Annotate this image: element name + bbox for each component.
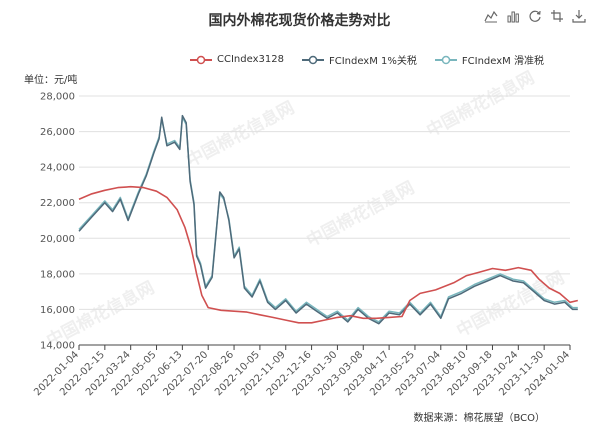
y-tick-label: 20,000 [40, 234, 75, 245]
y-tick-label: 14,000 [40, 341, 75, 352]
legend-label-fcindex-1pct: FCIndexM 1%关税 [328, 56, 417, 67]
y-axis-unit-label: 单位：元/吨 [24, 75, 78, 86]
legend-label-ccindex: CCIndex3128 [217, 54, 284, 65]
series-line-fcindex-sliding [78, 116, 578, 323]
bar-chart-icon[interactable] [505, 8, 521, 24]
y-tick-label: 16,000 [40, 305, 75, 316]
legend-swatch-ccindex [190, 55, 212, 64]
legend-item-ccindex[interactable]: CCIndex3128 [190, 52, 284, 67]
series-line-ccindex [78, 185, 578, 324]
y-tick-label: 22,000 [40, 198, 75, 209]
legend-item-fcindex-1pct[interactable]: FCIndexM 1%关税 [301, 52, 417, 67]
legend-swatch-fcindex-1pct [301, 55, 324, 64]
chart-legend: CCIndex3128 FCIndexM 1%关税 FCIndexM 滑准税 [190, 52, 544, 67]
legend-item-fcindex-sliding[interactable]: FCIndexM 滑准税 [434, 52, 544, 67]
download-icon[interactable] [571, 8, 587, 24]
y-tick-label: 26,000 [40, 127, 75, 138]
legend-label-fcindex-sliding: FCIndexM 滑准税 [461, 56, 544, 67]
series-lines [78, 114, 578, 325]
y-axis: 28,000 26,000 24,000 22,000 20,000 18,000 16,0… [40, 92, 75, 352]
refresh-icon[interactable] [527, 8, 543, 24]
data-source-label: 数据来源：棉花展望（BCO） [413, 413, 545, 424]
grid-lines [79, 95, 570, 346]
chart-toolbox [483, 8, 587, 24]
chart-title: 国内外棉花现货价格走势对比 [208, 13, 391, 29]
line-chart-icon[interactable] [483, 8, 499, 24]
y-tick-label: 24,000 [40, 163, 75, 174]
legend-swatch-fcindex-sliding [434, 55, 457, 64]
y-tick-label: 18,000 [40, 269, 75, 280]
series-line-fcindex-1pct [78, 114, 578, 325]
x-axis: 2022-01-042022-02-152022-03-242022-05-05… [32, 345, 572, 398]
zoom-icon[interactable] [549, 8, 565, 24]
y-tick-label: 28,000 [40, 92, 75, 103]
